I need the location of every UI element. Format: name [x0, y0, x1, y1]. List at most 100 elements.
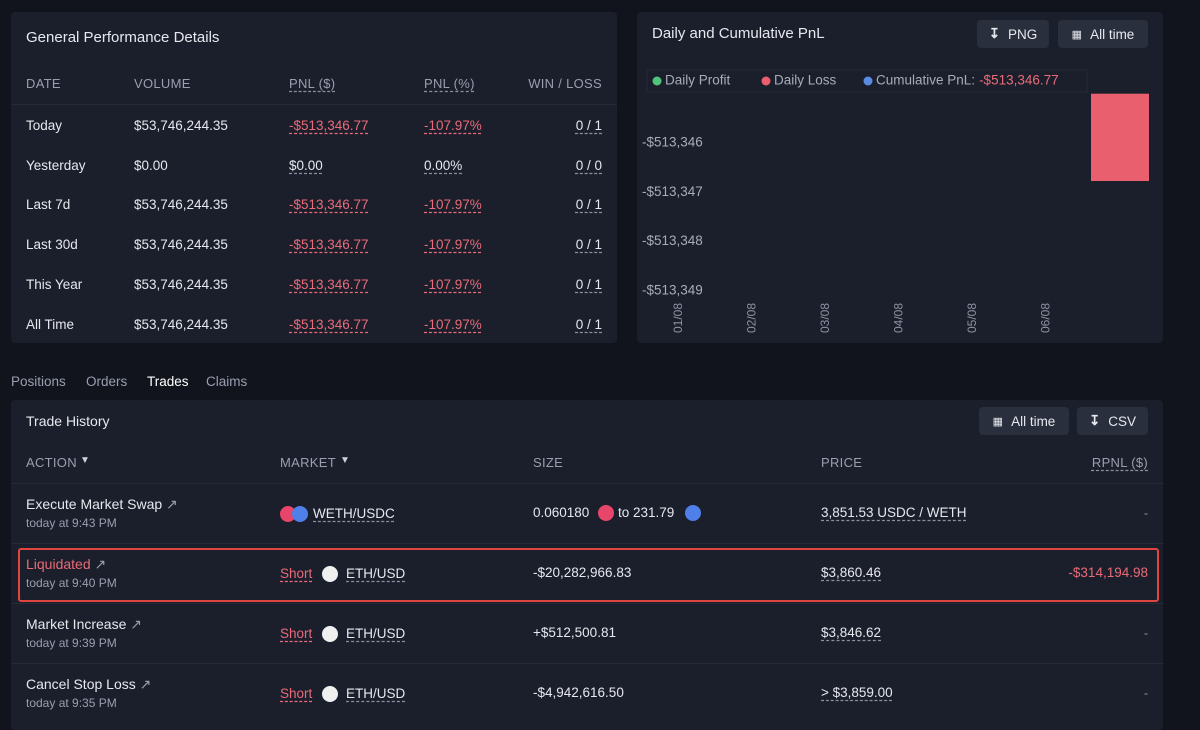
table-cell: 0 / 1 [575, 118, 602, 133]
table-cell: Today [26, 118, 63, 133]
legend-label: Cumulative PnL: [876, 73, 975, 88]
x-tick-label: 04/08 [892, 303, 906, 333]
legend-box [646, 69, 1088, 93]
table-cell: $0.00 [289, 158, 323, 173]
tab[interactable]: Claims [206, 374, 248, 389]
rpnl: -$314,194.98 [1068, 565, 1148, 580]
market: ETH/USD [346, 626, 406, 641]
table-cell: This Year [26, 277, 83, 292]
table-cell: -$513,346.77 [289, 197, 369, 212]
market: WETH/USDC [313, 506, 395, 521]
action[interactable]: Market Increase ↗ [26, 616, 142, 632]
y-tick-label: -$513,349 [642, 283, 703, 298]
action[interactable]: Cancel Stop Loss ↗ [26, 676, 152, 692]
table-cell: $0.00 [134, 158, 168, 173]
bar [1091, 93, 1149, 182]
png-button[interactable]: ↧ PNG [977, 20, 1049, 48]
table-cell: Last 7d [26, 197, 71, 212]
separator [11, 603, 1163, 604]
legend-marker [761, 76, 771, 86]
performance-panel [11, 12, 617, 343]
price: > $3,859.00 [821, 685, 893, 700]
side: Short [280, 626, 313, 641]
legend-label: Daily Loss [774, 73, 837, 88]
icon [322, 626, 338, 642]
button-label: CSV [1108, 413, 1137, 429]
rpnl: - [1144, 686, 1148, 700]
x-tick-label: 02/08 [745, 303, 759, 333]
legend-label: Daily Profit [665, 73, 731, 88]
separator [11, 663, 1163, 664]
icon [292, 506, 308, 522]
size: 0.060180 [533, 505, 590, 520]
action[interactable]: Execute Market Swap ↗ [26, 496, 178, 512]
table-cell: $53,746,244.35 [134, 197, 228, 212]
x-tick-label: 03/08 [818, 303, 832, 333]
chart-panel [637, 12, 1163, 343]
external-link[interactable]: ↗ [90, 556, 107, 572]
panel-title: General Performance Details [26, 29, 220, 46]
tab[interactable]: Orders [86, 374, 128, 389]
table-cell: -107.97% [424, 197, 482, 212]
table-cell: $53,746,244.35 [134, 118, 228, 133]
column-header: SIZE [533, 455, 564, 470]
side: Short [280, 566, 313, 581]
table-cell: Last 30d [26, 237, 78, 252]
table-cell: $53,746,244.35 [134, 237, 228, 252]
table-cell: 0 / 1 [575, 197, 602, 212]
rpnl: - [1144, 626, 1148, 640]
icon [598, 505, 614, 521]
table-cell: -$513,346.77 [289, 237, 369, 252]
time-button[interactable]: ▦ All time [979, 407, 1069, 435]
column-header: RPNL ($) [1091, 455, 1148, 470]
table-cell: $53,746,244.35 [134, 277, 228, 292]
market: ETH/USD [346, 566, 406, 581]
price: 3,851.53 USDC / WETH [821, 505, 967, 520]
x-tick-label: 05/08 [965, 303, 979, 333]
legend-marker [652, 76, 662, 86]
icon [322, 566, 338, 582]
csv-button[interactable]: ↧ CSV [1077, 407, 1148, 435]
tab[interactable]: Positions [11, 374, 66, 389]
table-cell: Yesterday [26, 158, 86, 173]
icon [322, 686, 338, 702]
external-link[interactable]: ↗ [162, 496, 178, 512]
chart: -$513,346 -$513,347 -$513,348 -$513,349 01/0… [642, 69, 1149, 333]
external-link[interactable]: ↗ [135, 676, 152, 692]
table-cell: 0 / 0 [575, 158, 602, 173]
icon [685, 505, 701, 521]
table-cell: 0 / 1 [575, 277, 602, 292]
filter-icon[interactable]: ▼ [80, 455, 90, 466]
trades-panel [11, 400, 1163, 730]
column-header: MARKET [280, 455, 336, 470]
table-cell: -107.97% [424, 277, 482, 292]
tab-active[interactable]: Trades [147, 374, 189, 389]
time-button[interactable]: ▦ All time [1058, 20, 1148, 48]
time: today at 9:35 PM [26, 696, 117, 710]
x-tick-label: 06/08 [1039, 303, 1053, 333]
table-cell: -107.97% [424, 237, 482, 252]
table-cell: All Time [26, 317, 75, 332]
size: -$20,282,966.83 [533, 565, 632, 580]
size-to: to 231.79 [618, 505, 675, 520]
price: $3,860.46 [821, 565, 882, 580]
action[interactable]: Liquidated ↗ [26, 556, 107, 572]
time: today at 9:43 PM [26, 516, 117, 530]
external-link[interactable]: ↗ [126, 616, 142, 632]
table-cell: 0 / 1 [575, 317, 602, 332]
column-header: ACTION [26, 455, 77, 470]
rpnl: - [1144, 506, 1148, 520]
table-cell: 0 / 1 [575, 237, 602, 252]
column-header: DATE [26, 76, 61, 91]
button-label: PNG [1008, 26, 1038, 42]
separator [11, 543, 1163, 544]
column-header: PRICE [821, 455, 863, 470]
chart-title: Daily and Cumulative PnL [652, 25, 825, 42]
filter-icon[interactable]: ▼ [340, 455, 350, 466]
table-cell: -107.97% [424, 118, 482, 133]
side: Short [280, 686, 313, 701]
y-tick-label: -$513,348 [642, 233, 703, 248]
market: ETH/USD [346, 686, 406, 701]
highlight-box [18, 548, 1159, 602]
